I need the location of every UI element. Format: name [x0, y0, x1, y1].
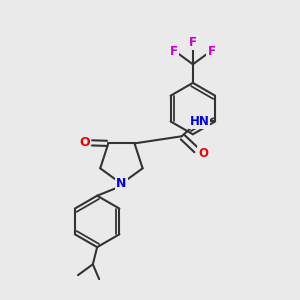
Text: O: O: [80, 136, 90, 149]
Text: HN: HN: [190, 115, 209, 128]
Text: O: O: [198, 147, 208, 160]
Text: F: F: [207, 46, 215, 59]
Text: F: F: [189, 36, 197, 49]
Text: N: N: [116, 177, 127, 190]
Text: F: F: [170, 46, 178, 59]
